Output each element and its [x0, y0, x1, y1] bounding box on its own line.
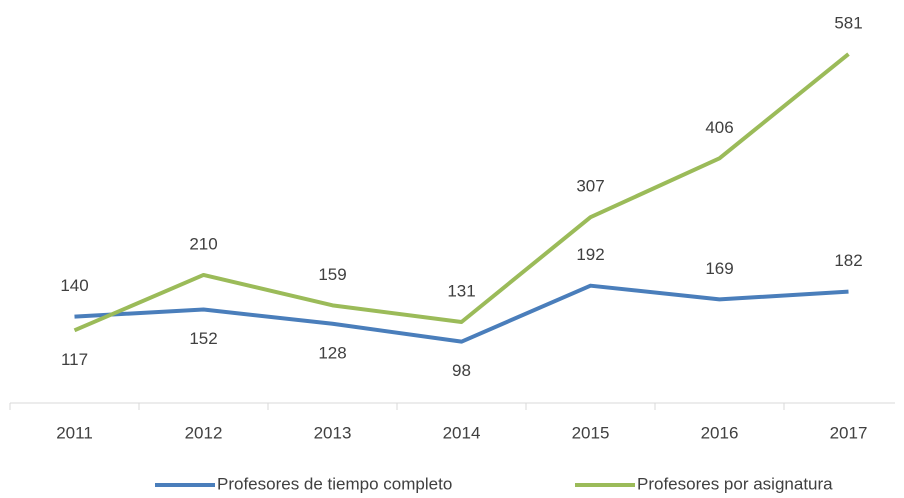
data-label: 128: [318, 343, 346, 362]
data-label: 159: [318, 265, 346, 284]
data-label: 140: [60, 276, 88, 295]
data-label: 169: [705, 259, 733, 278]
data-label: 117: [61, 350, 88, 369]
series-line: [74, 283, 849, 344]
data-label: 152: [189, 329, 217, 348]
data-label: 131: [447, 281, 475, 300]
x-tick-label: 2011: [56, 423, 93, 442]
x-tick-label: 2014: [443, 423, 481, 442]
x-tick-label: 2016: [701, 423, 739, 442]
data-label: 192: [576, 245, 604, 264]
data-label: 210: [189, 234, 217, 253]
legend-label: Profesores de tiempo completo: [217, 474, 452, 493]
legend-label: Profesores por asignatura: [637, 474, 833, 493]
data-label: 406: [705, 118, 733, 137]
data-label: 98: [452, 361, 471, 380]
x-tick-label: 2013: [314, 423, 352, 442]
data-label: 182: [834, 251, 862, 270]
x-tick-label: 2012: [185, 423, 223, 442]
x-tick-label: 2017: [830, 423, 868, 442]
series-line: [73, 52, 850, 333]
x-tick-label: 2015: [572, 423, 610, 442]
data-label: 581: [834, 14, 862, 33]
data-label: 307: [576, 177, 604, 196]
